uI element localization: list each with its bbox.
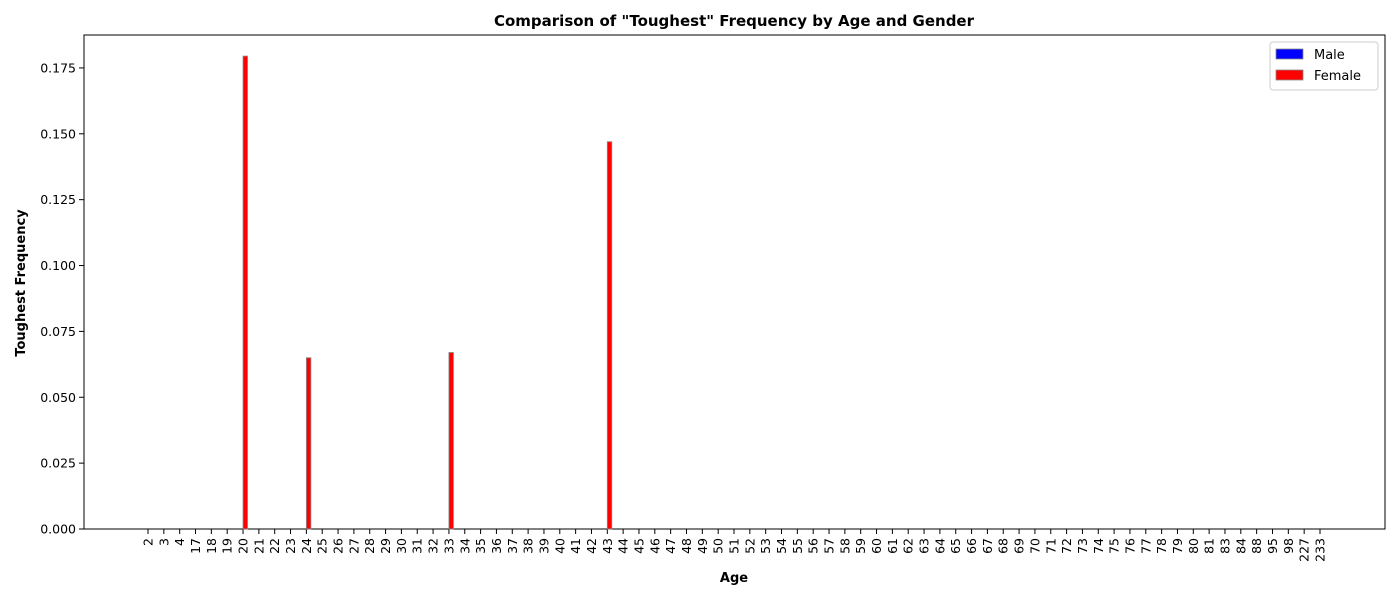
x-tick-label: 52: [742, 538, 757, 554]
x-tick-label: 71: [1043, 538, 1058, 554]
bar-female-24: [305, 357, 312, 530]
x-tick-label: 73: [1075, 538, 1090, 554]
y-tick-label: 0.175: [40, 60, 76, 75]
x-tick-label: 40: [552, 538, 567, 554]
x-tick-label: 56: [806, 538, 821, 554]
legend-swatch-male: [1275, 48, 1304, 60]
bar-female-33: [448, 352, 454, 530]
x-tick-label: 30: [394, 538, 409, 554]
y-tick-label: 0.075: [40, 324, 76, 339]
y-tick-label: 0.000: [40, 522, 76, 537]
x-tick-label: 77: [1138, 538, 1153, 554]
x-tick-label: 51: [727, 538, 742, 554]
x-tick-label: 28: [362, 538, 377, 554]
x-tick-label: 95: [1265, 538, 1280, 554]
x-tick-label: 36: [489, 538, 504, 554]
x-tick-label: 43: [600, 538, 615, 554]
y-axis-label: Toughest Frequency: [14, 209, 29, 357]
bar-female-43: [606, 141, 613, 530]
x-axis-label: Age: [720, 571, 748, 586]
legend: Male Female: [1269, 41, 1379, 91]
x-tick-label: 2: [141, 538, 156, 546]
x-tick-label: 20: [236, 538, 251, 554]
x-tick-label: 70: [1027, 538, 1042, 554]
x-tick-label: 233: [1313, 538, 1328, 562]
x-tick-label: 74: [1091, 538, 1106, 554]
y-tick-label: 0.050: [40, 390, 76, 405]
y-tick-label: 0.150: [40, 126, 76, 141]
chart-title: Comparison of "Toughest" Frequency by Ag…: [494, 12, 975, 30]
legend-swatch-female: [1275, 69, 1304, 81]
x-tick-label: 29: [378, 538, 393, 554]
legend-label-female: Female: [1314, 69, 1361, 84]
x-tick-label: 55: [790, 538, 805, 554]
x-tick-label: 34: [457, 538, 472, 554]
x-tick-label: 67: [980, 538, 995, 554]
x-tick-label: 31: [410, 538, 425, 554]
x-tick-label: 23: [283, 538, 298, 554]
x-tick-label: 45: [631, 538, 646, 554]
x-tick-label: 81: [1202, 538, 1217, 554]
x-tick-label: 78: [1154, 538, 1169, 554]
x-tick-label: 76: [1122, 538, 1137, 554]
x-tick-label: 21: [251, 538, 266, 554]
x-tick-label: 88: [1249, 538, 1264, 554]
x-tick-label: 27: [346, 538, 361, 554]
plot-frame: [83, 34, 1386, 530]
x-tick-label: 41: [568, 538, 583, 554]
x-tick-label: 62: [901, 538, 916, 554]
x-tick-label: 63: [917, 538, 932, 554]
x-tick-label: 26: [331, 538, 346, 554]
y-tick-label: 0.100: [40, 258, 76, 273]
x-tick-label: 64: [932, 538, 947, 554]
x-tick-label: 32: [426, 538, 441, 554]
x-tick-label: 19: [220, 538, 235, 554]
x-tick-label: 25: [315, 538, 330, 554]
x-tick-label: 18: [204, 538, 219, 554]
x-tick-label: 57: [822, 538, 837, 554]
x-tick-label: 80: [1186, 538, 1201, 554]
x-tick-label: 3: [156, 538, 171, 546]
x-tick-label: 46: [647, 538, 662, 554]
x-tick-label: 83: [1217, 538, 1232, 554]
x-tick-label: 4: [172, 538, 187, 546]
x-tick-label: 33: [441, 538, 456, 554]
x-tick-label: 48: [679, 538, 694, 554]
x-tick-label: 42: [584, 538, 599, 554]
y-tick-label: 0.125: [40, 192, 76, 207]
x-tick-label: 49: [695, 538, 710, 554]
x-tick-label: 60: [869, 538, 884, 554]
x-tick-label: 38: [521, 538, 536, 554]
legend-label-male: Male: [1314, 48, 1345, 63]
x-tick-label: 227: [1297, 538, 1312, 562]
x-tick-label: 98: [1281, 538, 1296, 554]
x-tick-label: 39: [536, 538, 551, 554]
x-tick-label: 66: [964, 538, 979, 554]
x-tick-label: 65: [948, 538, 963, 554]
x-tick-label: 59: [853, 538, 868, 554]
x-tick-label: 24: [299, 538, 314, 554]
x-tick-label: 47: [663, 538, 678, 554]
x-tick-label: 84: [1233, 538, 1248, 554]
x-tick-label: 44: [616, 538, 631, 554]
bar-female-20: [242, 55, 248, 530]
x-tick-label: 54: [774, 538, 789, 554]
y-tick-label: 0.025: [40, 456, 76, 471]
x-tick-label: 53: [758, 538, 773, 554]
x-tick-label: 61: [885, 538, 900, 554]
x-tick-label: 50: [711, 538, 726, 554]
plot-area: 0.000 0.025 0.050 0.075 0.100 0.125 0.150 0.175…: [40, 34, 1386, 562]
x-tick-label: 69: [1012, 538, 1027, 554]
x-tick-label: 35: [473, 538, 488, 554]
x-tick-label: 79: [1170, 538, 1185, 554]
x-tick-label: 72: [1059, 538, 1074, 554]
x-tick-label: 58: [837, 538, 852, 554]
x-tick-label: 17: [188, 538, 203, 554]
x-tick-label: 22: [267, 538, 282, 554]
x-tick-label: 37: [505, 538, 520, 554]
x-tick-label: 75: [1107, 538, 1122, 554]
x-tick-label: 68: [996, 538, 1011, 554]
